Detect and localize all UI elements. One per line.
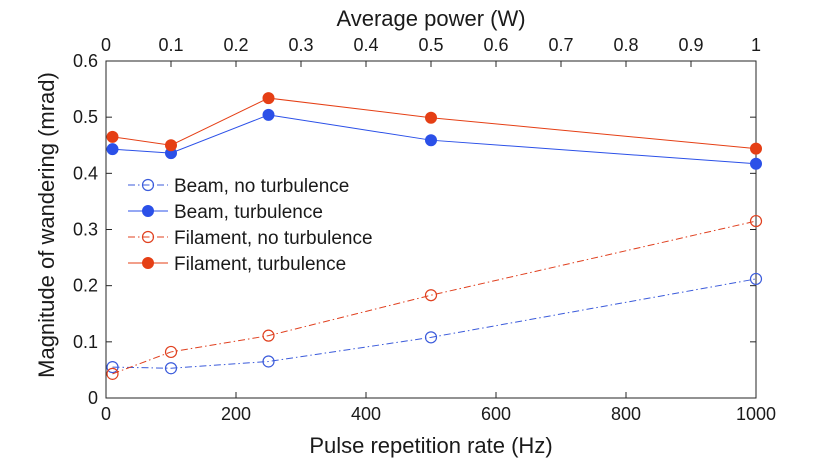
x2-tick-label: 0.7: [548, 35, 573, 55]
data-point: [164, 345, 178, 359]
series-line: [112, 278, 757, 369]
legend-marker: [142, 257, 154, 269]
legend-marker: [141, 178, 155, 192]
data-point: [262, 329, 275, 342]
y-tick-label: 0.1: [73, 332, 98, 352]
data-point: [164, 362, 178, 375]
legend-entry-beam-turbulence: Beam, turbulence: [128, 202, 323, 223]
y-tick-label: 0.4: [73, 163, 98, 183]
x2-tick-label: 0.1: [158, 35, 183, 55]
legend-label: Filament, turbulence: [174, 254, 346, 275]
legend-entry-filament-no-turbulence: Filament, no turbulence: [128, 228, 373, 249]
y-tick-label: 0.5: [73, 107, 98, 127]
series-layer: [106, 92, 763, 380]
series-beam-no-turbulence: [106, 272, 763, 375]
series-line: [112, 220, 757, 375]
data-point: [165, 139, 177, 152]
x2-tick-label: 0.8: [613, 35, 638, 55]
x2-tick-label: 0: [101, 35, 111, 55]
y-tick-label: 0.6: [73, 51, 98, 71]
series-filament-no-turbulence: [106, 214, 763, 380]
x2-tick-label: 0.6: [483, 35, 508, 55]
legend-entry-filament-turbulence: Filament, turbulence: [128, 254, 346, 275]
data-point: [749, 272, 763, 286]
x2-tick-label: 0.3: [288, 35, 313, 55]
data-point: [425, 111, 437, 124]
data-point: [262, 355, 275, 368]
x-tick-label: 400: [351, 404, 381, 424]
x-tick-label: 600: [481, 404, 511, 424]
x-tick-label: 1000: [736, 404, 776, 424]
data-point: [262, 92, 275, 105]
x2-tick-label: 0.2: [223, 35, 248, 55]
legend-label: Beam, turbulence: [174, 202, 323, 223]
data-point: [424, 289, 438, 302]
y-axis-label: Magnitude of wandering (mrad): [34, 72, 59, 378]
y-tick-label: 0.3: [73, 220, 98, 240]
series-beam-turbulence: [106, 108, 762, 170]
data-point: [750, 157, 762, 170]
legend-label: Filament, no turbulence: [174, 228, 373, 249]
y-tick-label: 0: [88, 388, 98, 408]
data-point: [749, 214, 763, 228]
data-point: [106, 143, 119, 156]
series-filament-turbulence: [106, 92, 762, 155]
legend: Beam, no turbulence Beam, turbulence Filam…: [128, 176, 373, 275]
legend-marker: [142, 205, 154, 217]
y-tick-label: 0.2: [73, 276, 98, 296]
x-axis-label: Pulse repetition rate (Hz): [309, 433, 552, 458]
data-point: [425, 134, 437, 147]
top-axis-label: Average power (W): [336, 6, 525, 31]
data-point: [106, 367, 119, 380]
legend-label: Beam, no turbulence: [174, 176, 349, 197]
legend-marker: [141, 230, 155, 244]
data-point: [750, 142, 762, 155]
x-tick-label: 800: [611, 404, 641, 424]
x2-tick-label: 0.9: [678, 35, 703, 55]
data-point: [106, 361, 119, 374]
x2-tick-label: 1: [751, 35, 761, 55]
x2-tick-label: 0.5: [418, 35, 443, 55]
data-point: [424, 331, 438, 344]
x-tick-label: 200: [221, 404, 251, 424]
axes: 0 200 400 600 800 1000 0 0.1 0.2 0.3 0.4 0.5 0.6 0.7 0…: [73, 35, 776, 424]
legend-entry-beam-no-turbulence: Beam, no turbulence: [128, 176, 349, 197]
x-tick-label: 0: [101, 404, 111, 424]
x2-tick-label: 0.4: [353, 35, 378, 55]
data-point: [106, 130, 119, 143]
data-point: [262, 108, 275, 121]
